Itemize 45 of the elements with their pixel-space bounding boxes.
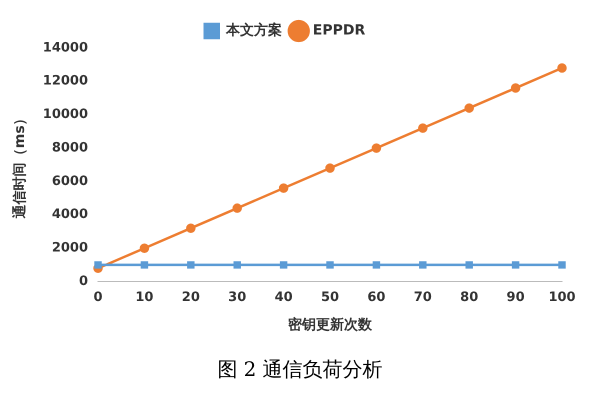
- point: [510, 83, 520, 93]
- y-tick-label: 0: [78, 274, 88, 289]
- point: [140, 243, 150, 253]
- x-axis-title: 密钥更新次数: [288, 316, 374, 334]
- legend-label: EPPDR: [312, 22, 366, 39]
- point: [418, 123, 428, 133]
- point: [557, 63, 567, 73]
- point: [326, 261, 334, 269]
- x-tick-label: 50: [320, 290, 340, 305]
- point: [280, 261, 288, 269]
- point: [512, 261, 520, 269]
- point: [464, 103, 474, 113]
- point: [465, 261, 473, 269]
- x-tick-label: 30: [228, 290, 246, 305]
- point: [94, 261, 102, 269]
- y-tick-label: 10000: [42, 107, 88, 122]
- point: [372, 143, 382, 153]
- y-axis-title: 通信时间（ms）: [11, 111, 28, 220]
- x-tick-label: 10: [135, 290, 154, 305]
- y-tick-label: 14000: [42, 40, 88, 56]
- point: [186, 223, 196, 233]
- x-tick-label: 70: [414, 290, 432, 305]
- x-tick-label: 100: [548, 290, 576, 305]
- x-tick-label: 60: [367, 290, 386, 305]
- y-tick-label: 8000: [52, 140, 88, 156]
- y-tick-label: 12000: [42, 74, 88, 89]
- point: [325, 163, 335, 173]
- y-tick-label: 6000: [52, 174, 88, 189]
- x-tick-label: 80: [460, 290, 478, 305]
- x-tick-label: 40: [274, 290, 293, 305]
- point: [372, 261, 380, 269]
- point: [278, 183, 288, 193]
- x-tick-label: 0: [94, 290, 103, 305]
- caption: 图 2 通信负荷分析: [216, 356, 384, 383]
- y-tick-label: 4000: [52, 207, 88, 222]
- point: [558, 261, 566, 269]
- legend-label: 本文方案: [224, 22, 282, 39]
- x-tick-label: 20: [182, 290, 200, 305]
- point: [187, 261, 195, 269]
- point: [233, 261, 241, 269]
- point: [232, 203, 242, 213]
- y-tick-label: 2000: [52, 240, 88, 256]
- x-tick-label: 90: [506, 290, 525, 305]
- point: [419, 261, 427, 269]
- point: [140, 261, 148, 269]
